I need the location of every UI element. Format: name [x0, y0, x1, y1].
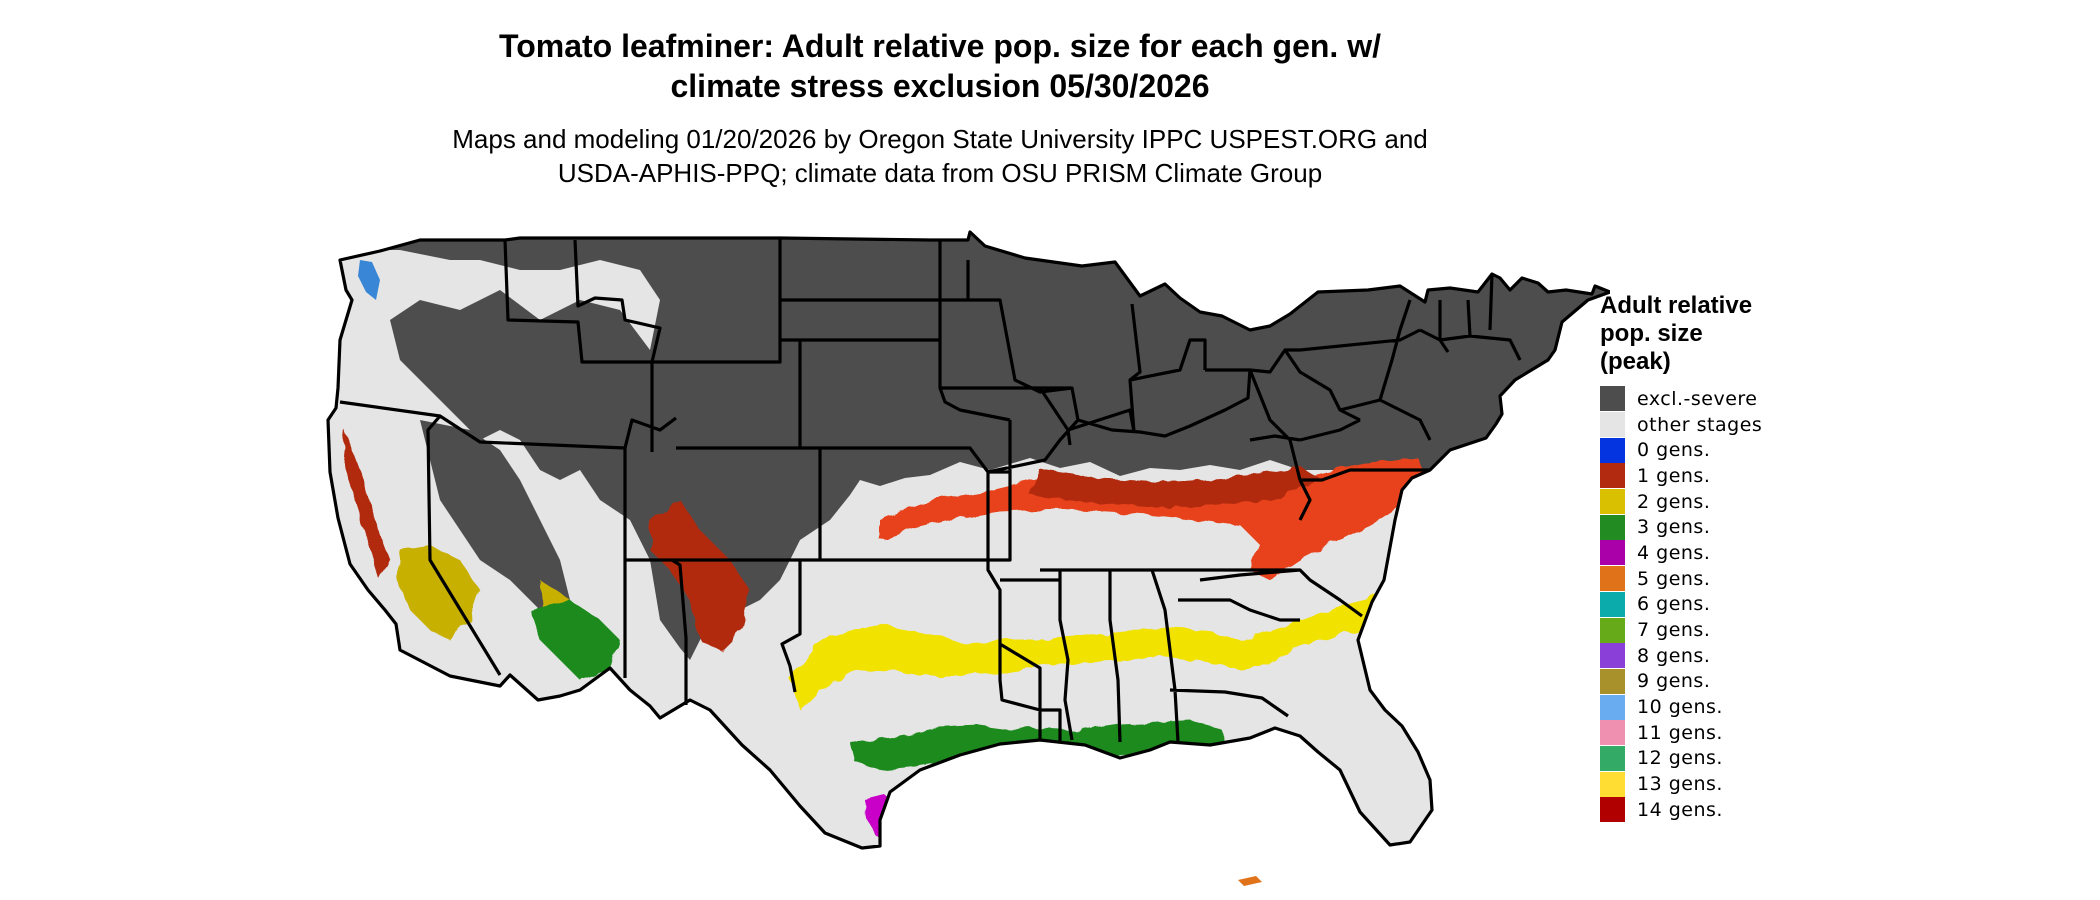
legend-swatch	[1600, 489, 1625, 515]
legend-item: 3 gens.	[1600, 514, 1840, 540]
legend-title-line2: pop. size	[1600, 320, 1703, 347]
map-title-line2: climate stress exclusion 05/30/2026	[670, 68, 1210, 104]
legend-label: excl.-severe	[1637, 387, 1758, 410]
legend-item: 11 gens.	[1600, 720, 1840, 746]
legend-label: 10 gens.	[1637, 696, 1723, 719]
legend-item: 13 gens.	[1600, 771, 1840, 797]
legend-label: 9 gens.	[1637, 670, 1711, 693]
map-title-line1: Tomato leafminer: Adult relative pop. si…	[499, 28, 1381, 64]
gen1-band-west	[342, 430, 750, 650]
legend-swatch	[1600, 386, 1625, 412]
excluded-region	[328, 232, 1610, 660]
legend-swatch	[1600, 797, 1625, 823]
legend-item: 14 gens.	[1600, 797, 1840, 823]
legend-title-line1: Adult relative	[1600, 292, 1753, 319]
gen1-band-dark	[1030, 466, 1320, 508]
legend-swatch	[1600, 437, 1625, 463]
state-border-lines	[339, 238, 1522, 743]
legend-swatch	[1600, 745, 1625, 771]
legend-item: 2 gens.	[1600, 489, 1840, 515]
legend-item: 6 gens.	[1600, 591, 1840, 618]
gen5-area-keys	[1238, 876, 1262, 886]
us-map	[326, 230, 1610, 886]
legend-swatch	[1600, 643, 1625, 669]
legend-item: 9 gens.	[1600, 668, 1840, 695]
legend-label: other stages	[1637, 413, 1763, 436]
legend: Adult relative pop. size (peak) excl.-se…	[1600, 292, 1840, 823]
legend-item: other stages	[1600, 412, 1840, 438]
legend-swatch	[1600, 591, 1625, 617]
map-subtitle-line1: Maps and modeling 01/20/2026 by Oregon S…	[452, 124, 1428, 154]
legend-label: 3 gens.	[1637, 516, 1711, 539]
legend-swatch	[1600, 720, 1625, 746]
legend-label: 8 gens.	[1637, 644, 1711, 667]
legend-items: excl.-severe other stages 0 gens. 1 gens. 2 …	[1600, 386, 1840, 823]
legend-title-line3: (peak)	[1600, 348, 1671, 375]
gen0-area-washington	[358, 260, 380, 300]
legend-swatch	[1600, 617, 1625, 643]
map-subtitle-line2: USDA-APHIS-PPQ; climate data from OSU PR…	[557, 158, 1323, 188]
legend-label: 2 gens.	[1637, 490, 1711, 513]
gen3-band-arizona	[530, 600, 620, 680]
excluded-region-west	[420, 420, 570, 640]
legend-swatch	[1600, 668, 1625, 694]
legend-swatch	[1600, 540, 1625, 566]
legend-label: 14 gens.	[1637, 798, 1723, 821]
legend-item: 8 gens.	[1600, 643, 1840, 669]
legend-item: 10 gens.	[1600, 694, 1840, 720]
legend-item: 7 gens.	[1600, 617, 1840, 643]
legend-label: 13 gens.	[1637, 773, 1723, 796]
legend-item: 5 gens.	[1600, 566, 1840, 592]
legend-label: 0 gens.	[1637, 439, 1711, 462]
legend-label: 11 gens.	[1637, 721, 1723, 744]
legend-label: 5 gens.	[1637, 567, 1711, 590]
legend-swatch	[1600, 694, 1625, 720]
legend-item: excl.-severe	[1600, 386, 1840, 412]
legend-label: 6 gens.	[1637, 593, 1711, 616]
state-borders	[326, 230, 1610, 850]
legend-item: 4 gens.	[1600, 540, 1840, 566]
legend-item: 1 gens.	[1600, 463, 1840, 489]
gen2-band	[790, 596, 1400, 710]
legend-swatch	[1600, 566, 1625, 592]
legend-label: 4 gens.	[1637, 541, 1711, 564]
legend-swatch	[1600, 771, 1625, 797]
legend-item: 12 gens.	[1600, 745, 1840, 772]
legend-item: 0 gens.	[1600, 437, 1840, 463]
legend-label: 12 gens.	[1637, 747, 1723, 770]
legend-swatch	[1600, 412, 1625, 438]
gen2-band-west	[398, 545, 575, 660]
legend-swatch	[1600, 463, 1625, 489]
us-outline	[326, 230, 1610, 850]
gen4-area-florida	[1240, 775, 1280, 832]
legend-label: 1 gens.	[1637, 464, 1711, 487]
legend-label: 7 gens.	[1637, 619, 1711, 642]
legend-swatch	[1600, 514, 1625, 540]
